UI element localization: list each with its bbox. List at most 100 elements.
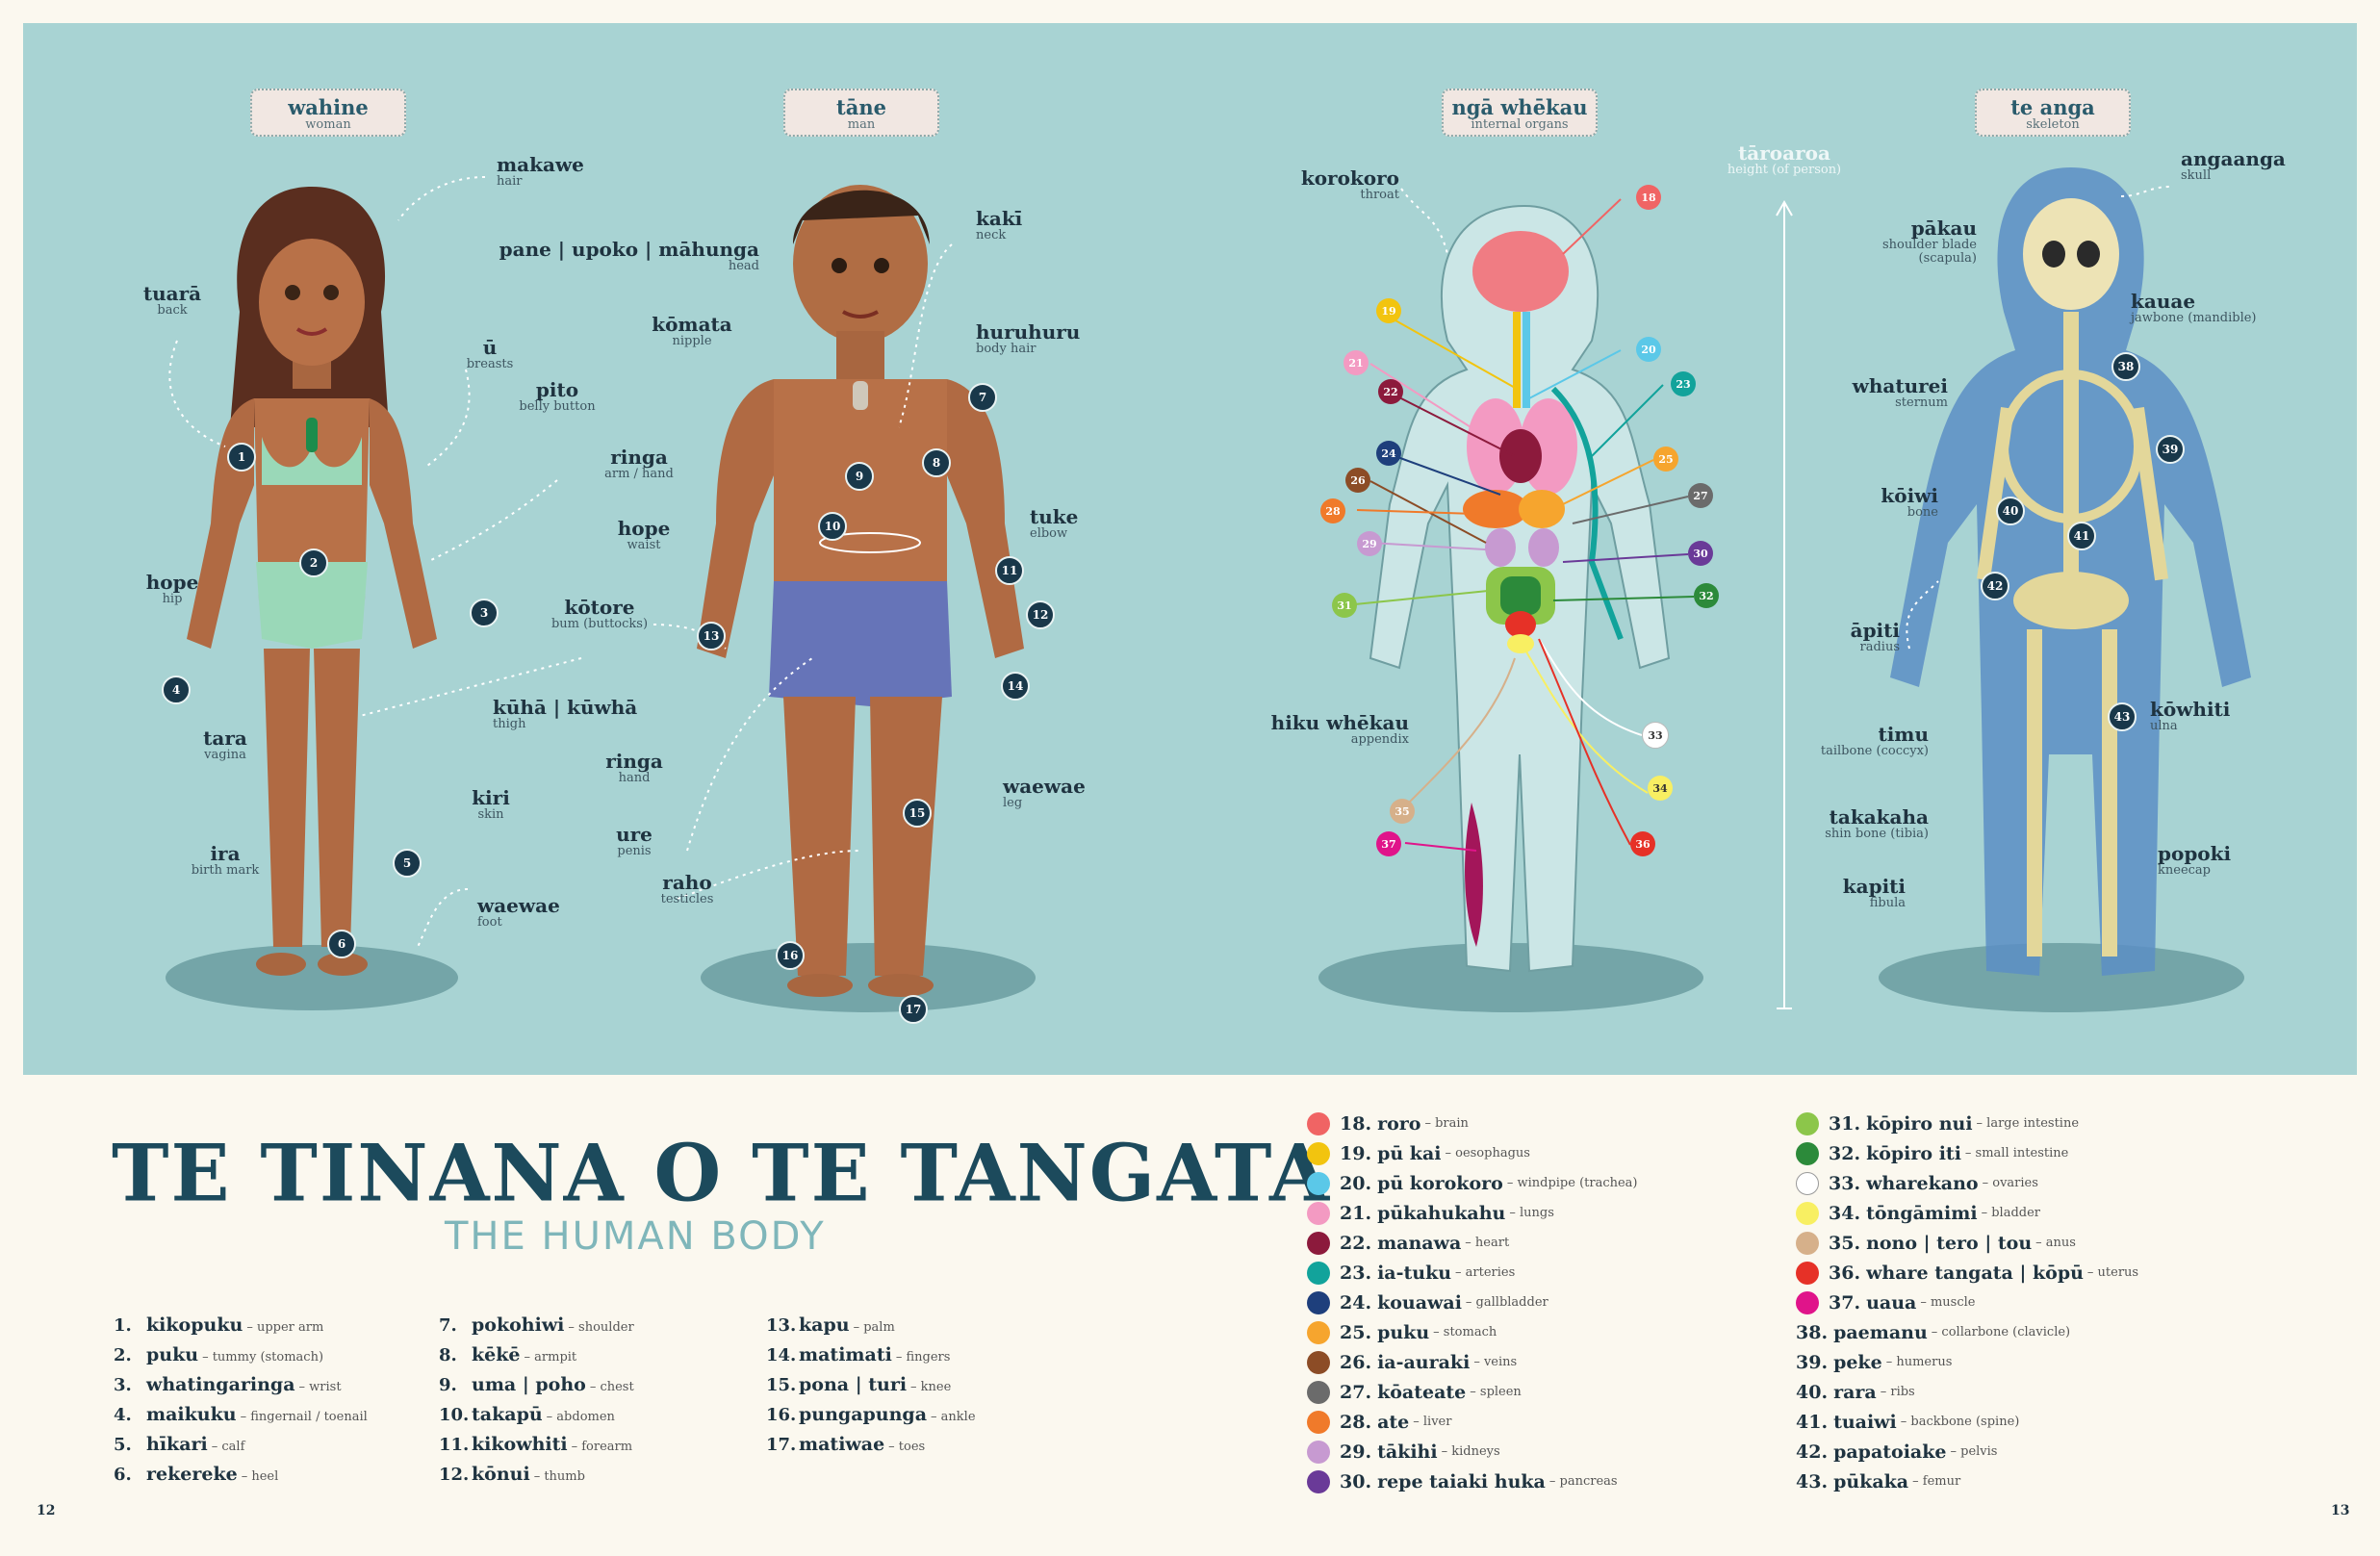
label-taroaroa: tāroaroa height (of person) <box>1707 142 1861 177</box>
list-item: 33. wharekano – ovaries <box>1796 1168 2138 1198</box>
label-tara-en: vagina <box>204 748 246 762</box>
marker-5: 5 <box>393 849 422 878</box>
header-organs: ngā whēkau internal organs <box>1442 89 1598 137</box>
item-english: – uterus <box>2086 1265 2139 1280</box>
item-number: 9. <box>439 1375 457 1395</box>
label-pito: pito belly button <box>504 379 610 414</box>
item-english: – spleen <box>1470 1385 1522 1399</box>
list-item: 26. ia-auraki – veins <box>1307 1347 1638 1377</box>
label-kuha-en: thigh <box>493 717 526 731</box>
item-english: – gallbladder <box>1465 1295 1548 1310</box>
item-maori: uaua <box>1866 1291 1917 1314</box>
marker-35: 35 <box>1390 799 1415 824</box>
item-maori: kikowhiti <box>472 1434 568 1455</box>
header-skeleton-en: skeleton <box>2026 117 2080 133</box>
height-arrow <box>1776 199 1793 1009</box>
list-item: 12. kōnui – thumb <box>439 1464 634 1493</box>
item-english: – pelvis <box>1950 1444 1998 1459</box>
item-english: – wrist <box>298 1380 342 1394</box>
label-koiwi-mi: kōiwi <box>1881 484 1938 507</box>
label-taroaroa-en: height (of person) <box>1727 163 1842 177</box>
label-kuha: kūhā | kūwhā thigh <box>493 697 637 731</box>
label-ure-en: penis <box>617 844 652 858</box>
label-whaturei-en: sternum <box>1895 395 1948 410</box>
label-koiwi: kōiwi bone <box>1852 485 1938 520</box>
label-hope-waist-en: waist <box>627 538 661 552</box>
organ-list-col-2: 31. kōpiro nui – large intestine 32. kōpiro … <box>1796 1109 2138 1496</box>
list-item: 5. hīkari – calf <box>114 1434 368 1464</box>
item-maori: puku <box>146 1344 199 1365</box>
label-komata: kōmata nipple <box>639 314 745 348</box>
label-raho-mi: raho <box>662 871 712 894</box>
item-english: – heel <box>241 1469 279 1484</box>
label-waewae-foot-mi: waewae <box>477 894 560 917</box>
item-english: – ribs <box>1880 1385 1915 1399</box>
list-item: 41. tuaiwi – backbone (spine) <box>1796 1407 2138 1437</box>
marker-26: 26 <box>1345 468 1370 493</box>
color-swatch <box>1307 1469 1330 1493</box>
item-maori: takapū <box>472 1404 543 1425</box>
marker-9: 9 <box>845 462 874 491</box>
label-whaturei: whaturei sternum <box>1832 375 1948 410</box>
label-kauae-en: jawbone (mandible) <box>2131 311 2257 325</box>
label-popoki: popoki kneecap <box>2158 843 2231 878</box>
item-number: 16. <box>766 1405 797 1425</box>
label-timu-mi: timu <box>1878 723 1929 746</box>
item-maori: kikopuku <box>146 1314 243 1336</box>
label-kowhiti-mi: kōwhiti <box>2150 698 2231 721</box>
marker-2: 2 <box>299 548 328 577</box>
item-maori: whatingaringa <box>146 1374 295 1395</box>
list-item: 39. peke – humerus <box>1796 1347 2138 1377</box>
item-maori: pokohiwi <box>472 1314 565 1336</box>
label-ringa-hand: ringa hand <box>591 751 678 785</box>
list-item: 29. tākihi – kidneys <box>1307 1437 1638 1467</box>
item-maori: kōateate <box>1377 1381 1467 1403</box>
marker-24: 24 <box>1376 441 1401 466</box>
item-english: – femur <box>1912 1474 1961 1489</box>
color-swatch <box>1307 1141 1330 1165</box>
item-number: 15. <box>766 1375 797 1395</box>
label-kapiti-mi: kapiti <box>1842 875 1906 898</box>
label-waewae-leg: waewae leg <box>1003 776 1086 810</box>
glossary-col-3: 13. kapu – palm 14. matimati – fingers 15. po… <box>766 1314 976 1464</box>
item-maori: pungapunga <box>799 1404 928 1425</box>
item-maori: kouawai <box>1377 1291 1462 1314</box>
list-item: 17. matiwae – toes <box>766 1434 976 1464</box>
item-maori: ia-tuku <box>1377 1262 1452 1284</box>
label-waewae-leg-en: leg <box>1003 796 1023 810</box>
item-number: 17. <box>766 1435 797 1455</box>
item-maori: pūkahukahu <box>1377 1202 1506 1224</box>
label-ira-mi: ira <box>210 842 241 865</box>
label-makawe-en: hair <box>497 174 523 189</box>
marker-1: 1 <box>227 443 256 472</box>
item-number: 12. <box>439 1465 470 1485</box>
item-number: 33. <box>1829 1172 1861 1194</box>
item-number: 2. <box>114 1345 132 1365</box>
label-tuke-mi: tuke <box>1030 505 1079 528</box>
item-maori: rara <box>1833 1381 1877 1403</box>
label-kotore-mi: kōtore <box>564 596 635 619</box>
color-swatch <box>1307 1171 1330 1195</box>
item-number: 39. <box>1796 1351 1829 1373</box>
item-number: 4. <box>114 1405 132 1425</box>
label-popoki-en: kneecap <box>2158 863 2211 878</box>
label-tuke-en: elbow <box>1030 526 1068 541</box>
item-english: – arteries <box>1455 1265 1516 1280</box>
item-number: 28. <box>1340 1411 1372 1433</box>
label-waewae-foot: waewae foot <box>477 895 560 930</box>
item-maori: maikuku <box>146 1404 237 1425</box>
item-english: – chest <box>589 1380 634 1394</box>
label-tuara: tuarā back <box>129 283 216 318</box>
marker-36: 36 <box>1630 831 1655 856</box>
marker-32: 32 <box>1694 583 1719 608</box>
list-item: 30. repe taiaki huka – pancreas <box>1307 1467 1638 1496</box>
item-number: 42. <box>1796 1441 1829 1463</box>
list-item: 38. paemanu – collarbone (clavicle) <box>1796 1317 2138 1347</box>
label-kauae-mi: kauae <box>2131 290 2196 313</box>
label-pakau: pākau shoulder blade (scapula) <box>1852 217 1977 267</box>
color-swatch <box>1307 1410 1330 1434</box>
label-angaanga: angaanga skull <box>2181 148 2286 183</box>
color-swatch <box>1307 1320 1330 1344</box>
marker-15: 15 <box>903 799 932 828</box>
marker-25: 25 <box>1653 446 1678 472</box>
